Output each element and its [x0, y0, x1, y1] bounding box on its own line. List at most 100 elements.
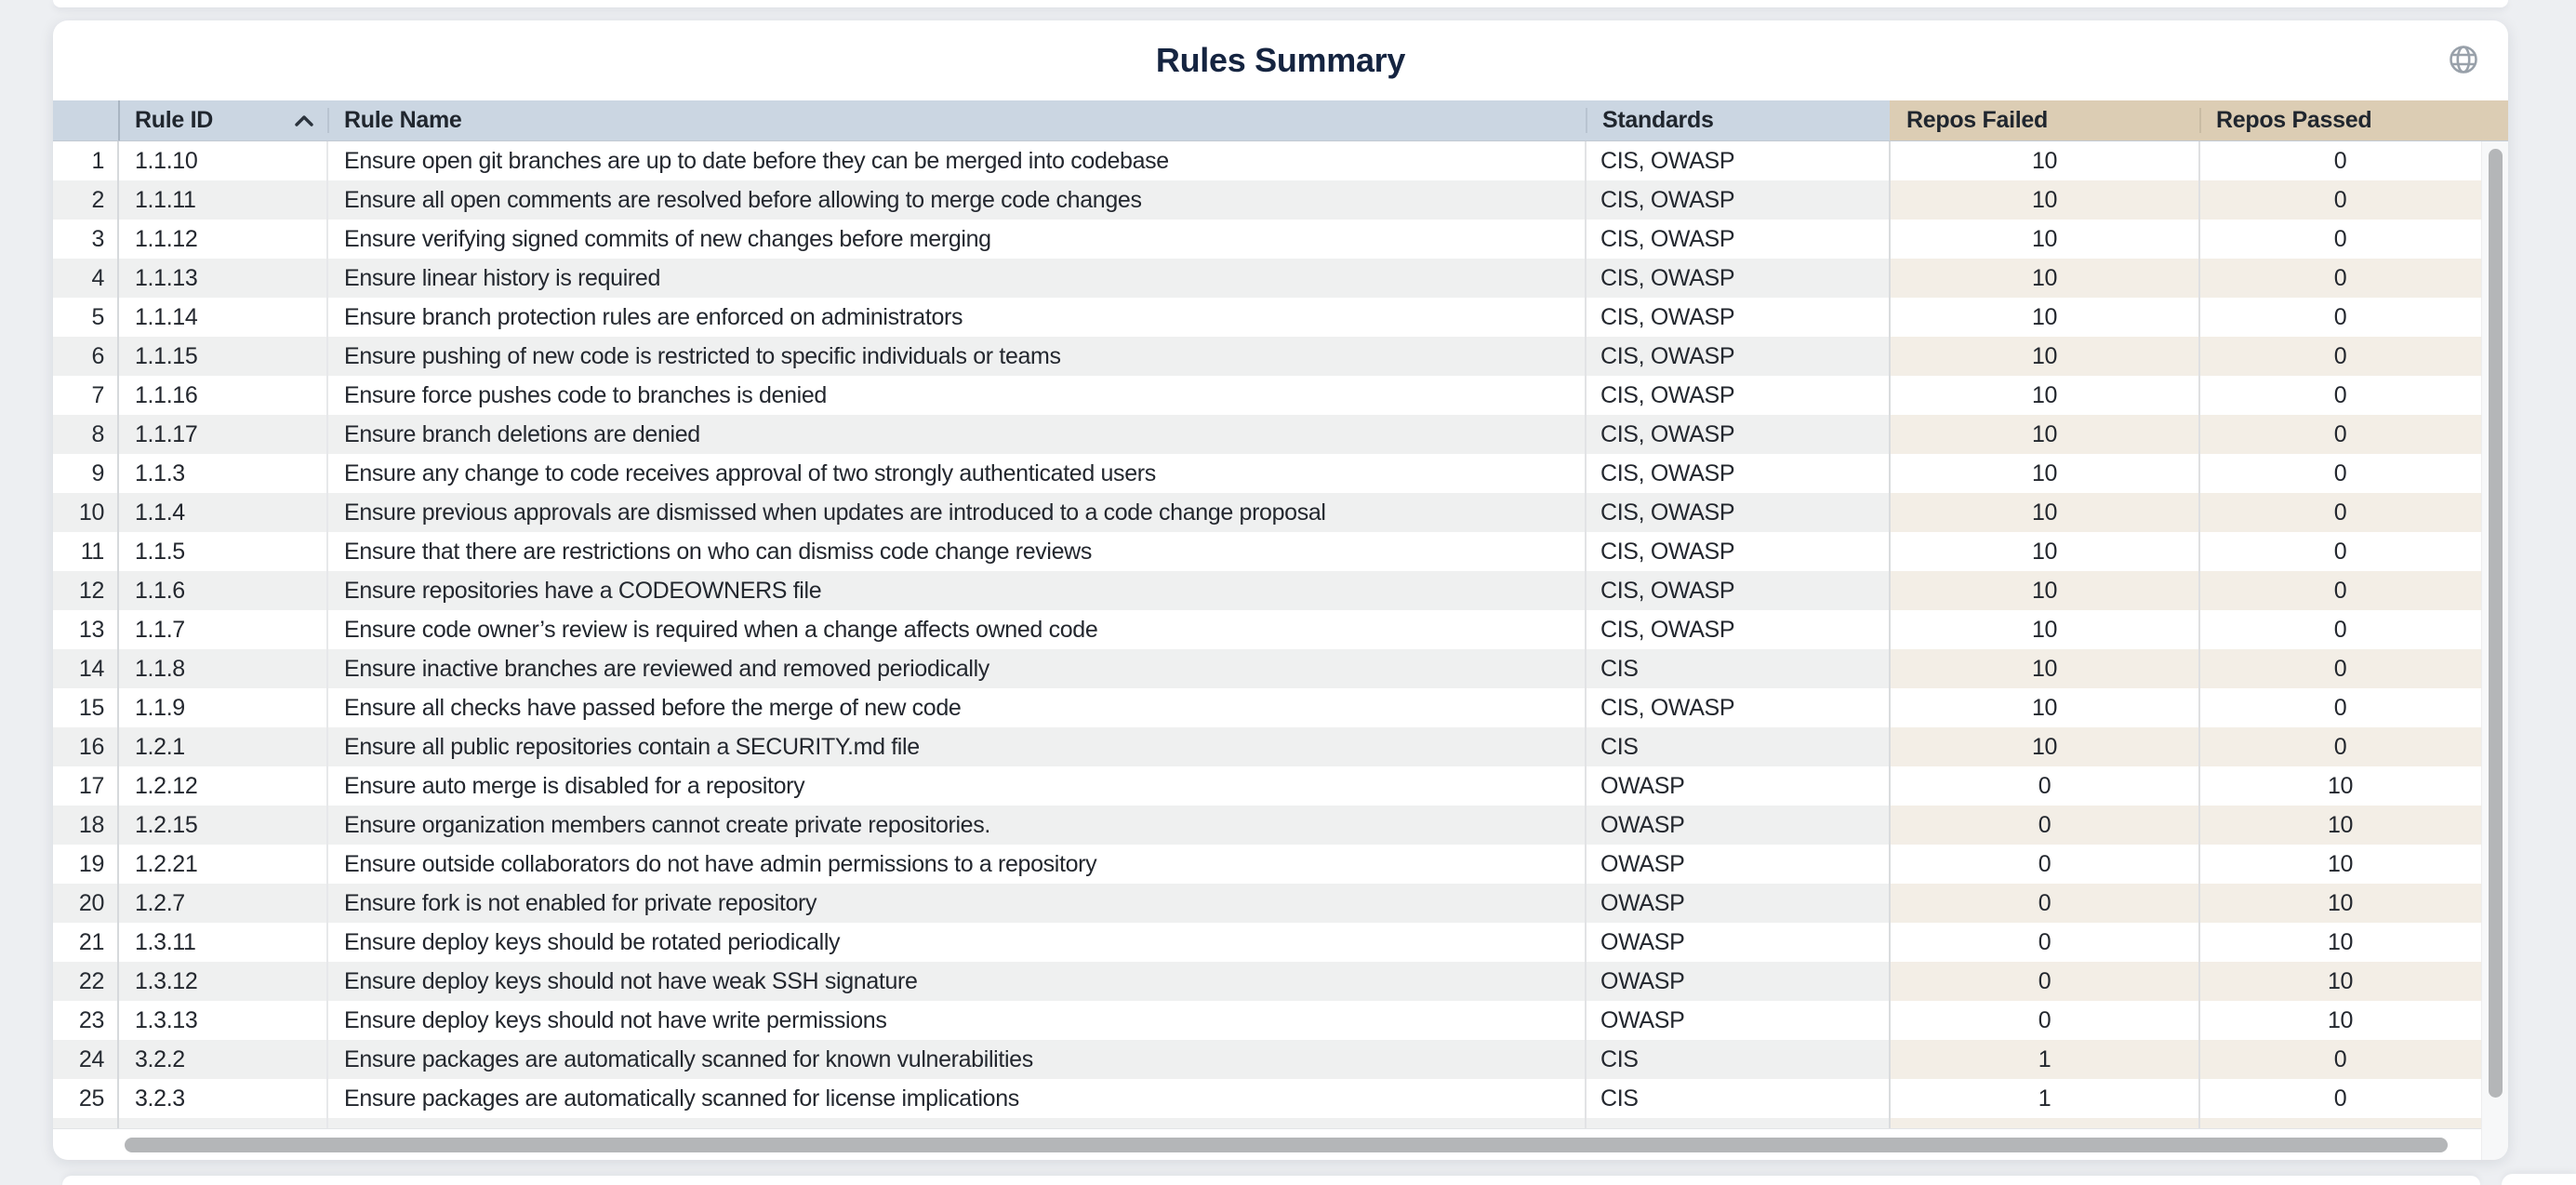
cell-standards: OWASP — [1586, 806, 1890, 845]
cell-repos-passed: 10 — [2199, 962, 2481, 1001]
cell-repos-failed: 10 — [1890, 337, 2199, 376]
cell-repos-passed: 0 — [2199, 727, 2481, 766]
table-row: 24 3.2.2 Ensure packages are automatical… — [53, 1040, 2481, 1079]
cell-repos-passed: 10 — [2199, 1001, 2481, 1040]
cell-repos-failed: 10 — [1890, 141, 2199, 180]
cell-repos-passed: 0 — [2199, 649, 2481, 688]
header-row-number[interactable] — [53, 100, 118, 140]
table-row: 19 1.2.21 Ensure outside collaborators d… — [53, 845, 2481, 884]
cell-repos-failed: 10 — [1890, 259, 2199, 298]
cell-row-number: 12 — [53, 571, 118, 610]
cell-rule-id: 1.2.1 — [118, 727, 327, 766]
column-divider — [2199, 108, 2201, 133]
cell-repos-failed: 10 — [1890, 610, 2199, 649]
cell-repos-passed: 0 — [2199, 376, 2481, 415]
table-row: 23 1.3.13 Ensure deploy keys should not … — [53, 1001, 2481, 1040]
cell-standards: CIS, OWASP — [1586, 415, 1890, 454]
cell-row-number: 23 — [53, 1001, 118, 1040]
cell-rule-id: 1.1.8 — [118, 649, 327, 688]
cell-rule-id: 1.1.5 — [118, 532, 327, 571]
page-title: Rules Summary — [1155, 41, 1406, 79]
cell-rule-name: Ensure branch deletions are denied — [327, 415, 1586, 454]
cell-standards: OWASP — [1586, 1001, 1890, 1040]
globe-icon — [2448, 44, 2479, 80]
cell-repos-passed: 0 — [2199, 298, 2481, 337]
cell-repos-failed: 10 — [1890, 571, 2199, 610]
cell-repos-failed: 0 — [1890, 962, 2199, 1001]
cell-row-number: 5 — [53, 298, 118, 337]
table-row: 20 1.2.7 Ensure fork is not enabled for … — [53, 884, 2481, 923]
horizontal-scrollbar-thumb[interactable] — [125, 1138, 2448, 1152]
cell-standards: CIS — [1586, 1040, 1890, 1079]
cell-repos-failed: 10 — [1890, 180, 2199, 220]
cell-rule-name: Ensure auto merge is disabled for a repo… — [327, 766, 1586, 806]
cell-rule-id: 1.1.3 — [118, 454, 327, 493]
header-standards[interactable]: Standards — [1586, 100, 1890, 140]
table-row: 15 1.1.9 Ensure all checks have passed b… — [53, 688, 2481, 727]
vertical-scrollbar-thumb[interactable] — [2489, 149, 2503, 1098]
cell-rule-name: Ensure all checks have passed before the… — [327, 688, 1586, 727]
cell-repos-failed: 10 — [1890, 415, 2199, 454]
cell-standards: OWASP — [1586, 766, 1890, 806]
table-row: 7 1.1.16 Ensure force pushes code to bra… — [53, 376, 2481, 415]
cell-repos-failed: 0 — [1890, 884, 2199, 923]
previous-card-edge — [53, 0, 2508, 7]
table-bottom-border — [53, 1128, 2481, 1129]
header-rule-id[interactable]: Rule ID — [118, 100, 327, 140]
next-card-edge — [62, 1176, 2480, 1185]
cell-repos-passed: 0 — [2199, 141, 2481, 180]
cell-rule-name: Ensure organization members cannot creat… — [327, 806, 1586, 845]
cell-row-number: 22 — [53, 962, 118, 1001]
cell-row-number: 17 — [53, 766, 118, 806]
cell-rule-name: Ensure open git branches are up to date … — [327, 141, 1586, 180]
cell-rule-name: Ensure fork is not enabled for private r… — [327, 884, 1586, 923]
cell-row-number: 9 — [53, 454, 118, 493]
cell-rule-id: 1.2.12 — [118, 766, 327, 806]
cell-standards: CIS, OWASP — [1586, 220, 1890, 259]
cell-repos-passed: 0 — [2199, 688, 2481, 727]
cell-row-number: 18 — [53, 806, 118, 845]
cell-repos-failed: 0 — [1890, 806, 2199, 845]
header-rule-name[interactable]: Rule Name — [327, 100, 1586, 140]
cell-standards: CIS — [1586, 649, 1890, 688]
cell-repos-passed: 0 — [2199, 532, 2481, 571]
cell-rule-id: 1.1.14 — [118, 298, 327, 337]
cell-repos-failed: 10 — [1890, 649, 2199, 688]
cell-rule-name: Ensure linear history is required — [327, 259, 1586, 298]
cell-repos-failed: 0 — [1890, 1001, 2199, 1040]
cell-repos-passed: 0 — [2199, 1079, 2481, 1118]
globe-button[interactable] — [2447, 45, 2480, 78]
header-repos-failed[interactable]: Repos Failed — [1890, 100, 2199, 140]
header-repos-passed[interactable]: Repos Passed — [2199, 100, 2481, 140]
cell-standards: CIS — [1586, 727, 1890, 766]
cell-repos-failed: 10 — [1890, 298, 2199, 337]
cell-repos-failed: 10 — [1890, 493, 2199, 532]
cell-standards: CIS, OWASP — [1586, 610, 1890, 649]
cell-repos-failed: 10 — [1890, 454, 2199, 493]
cell-row-number: 4 — [53, 259, 118, 298]
cell-rule-id: 1.1.17 — [118, 415, 327, 454]
cell-repos-failed: 0 — [1890, 923, 2199, 962]
cell-rule-id: 1.1.9 — [118, 688, 327, 727]
table-row: 22 1.3.12 Ensure deploy keys should not … — [53, 962, 2481, 1001]
cell-row-number: 20 — [53, 884, 118, 923]
cell-repos-passed: 0 — [2199, 220, 2481, 259]
cell-rule-id: 1.2.15 — [118, 806, 327, 845]
cell-rule-name: Ensure any change to code receives appro… — [327, 454, 1586, 493]
cell-rule-id: 1.3.13 — [118, 1001, 327, 1040]
cell-repos-passed: 0 — [2199, 571, 2481, 610]
cell-repos-passed: 0 — [2199, 493, 2481, 532]
cell-standards: CIS, OWASP — [1586, 141, 1890, 180]
cell-row-number: 21 — [53, 923, 118, 962]
table-row: 4 1.1.13 Ensure linear history is requir… — [53, 259, 2481, 298]
cell-repos-failed: 1 — [1890, 1079, 2199, 1118]
cell-repos-passed: 0 — [2199, 454, 2481, 493]
rules-summary-card: Rules Summary Rule ID Rule Name — [53, 20, 2508, 1160]
cell-rule-name: Ensure deploy keys should not have write… — [327, 1001, 1586, 1040]
cell-row-number: 8 — [53, 415, 118, 454]
cell-repos-passed: 0 — [2199, 259, 2481, 298]
table-row: 12 1.1.6 Ensure repositories have a CODE… — [53, 571, 2481, 610]
sort-ascending-icon — [292, 109, 316, 133]
partially-visible-row — [53, 1118, 2481, 1128]
cell-standards: CIS, OWASP — [1586, 571, 1890, 610]
